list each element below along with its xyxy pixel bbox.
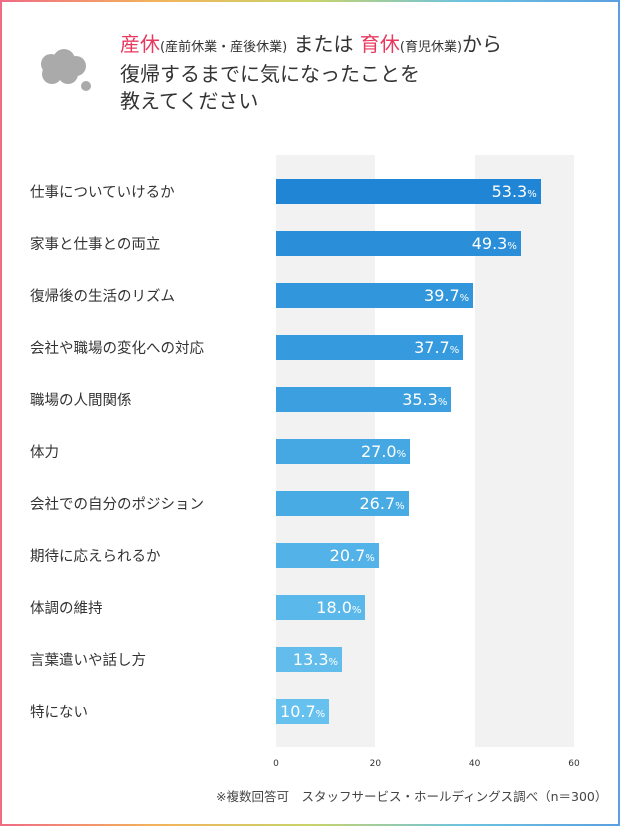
- x-tick-label: 20: [369, 759, 382, 769]
- title-from: から: [462, 32, 503, 56]
- x-tick-label: 60: [568, 759, 580, 769]
- bar: [276, 231, 521, 256]
- data-label: 13.3%: [293, 647, 338, 675]
- data-label-value: 27.0: [360, 442, 397, 461]
- data-label-value: 13.3: [292, 650, 329, 669]
- data-label: 39.7%: [424, 283, 469, 311]
- category-label: 職場の人間関係: [30, 393, 132, 409]
- data-label-unit: %: [351, 605, 362, 616]
- bar: [276, 595, 366, 620]
- bar: [276, 387, 452, 412]
- data-label-value: 53.3: [491, 182, 528, 201]
- thought-bubble-icon: [41, 49, 91, 91]
- title-or: または: [287, 32, 360, 56]
- category-label: 体調の維持: [30, 601, 103, 617]
- data-label-unit: %: [328, 657, 339, 668]
- bar: [276, 179, 541, 204]
- data-label: 49.3%: [472, 231, 517, 259]
- data-label: 27.0%: [361, 439, 406, 467]
- data-label: 53.3%: [492, 179, 537, 207]
- data-label-value: 18.0: [316, 598, 352, 617]
- x-tick-label: 0: [273, 759, 279, 769]
- bar: [276, 543, 379, 568]
- title-line3: 教えてください: [120, 89, 259, 113]
- data-label-unit: %: [459, 293, 470, 304]
- data-label-value: 39.7: [424, 286, 460, 305]
- data-label: 35.3%: [402, 387, 447, 415]
- data-label-unit: %: [449, 345, 460, 356]
- category-label: 特にない: [30, 705, 88, 721]
- data-label-value: 26.7: [359, 494, 396, 513]
- bar: [276, 283, 474, 308]
- category-label: 会社や職場の変化への対応: [30, 341, 204, 357]
- category-label: 会社での自分のポジション: [30, 497, 204, 513]
- data-label-value: 10.7: [280, 702, 316, 721]
- footnote: ※複数回答可 スタッフサービス・ホールディングス調べ（n＝300）: [216, 789, 608, 804]
- title-maternity: 産休: [120, 32, 160, 56]
- data-label-value: 35.3: [402, 390, 438, 409]
- bar: [276, 439, 411, 464]
- title-line2: 復帰するまでに気になったことを: [120, 62, 420, 86]
- data-label: 20.7%: [330, 543, 375, 571]
- category-label: 期待に応えられるか: [30, 549, 161, 565]
- chart-title: 産休(産前休業・産後休業) または 育休(育児休業)から 復帰するまでに気になっ…: [120, 31, 502, 115]
- category-label: 言葉遣いや話し方: [30, 653, 146, 669]
- title-childcare: 育休: [359, 32, 400, 56]
- data-label: 37.7%: [414, 335, 459, 363]
- title-childcare-note: (育児休業): [399, 40, 463, 55]
- x-tick-label: 40: [468, 759, 481, 769]
- category-label: 復帰後の生活のリズム: [30, 289, 175, 305]
- data-label: 10.7%: [280, 699, 325, 727]
- category-label: 仕事についていけるか: [30, 185, 175, 201]
- data-label: 18.0%: [316, 595, 361, 623]
- data-label-value: 37.7: [414, 338, 450, 357]
- data-label-unit: %: [365, 553, 375, 564]
- data-label-unit: %: [315, 709, 326, 720]
- data-label: 26.7%: [359, 491, 404, 519]
- data-label-value: 49.3: [471, 234, 508, 253]
- data-label-unit: %: [396, 449, 407, 460]
- bar: [276, 647, 343, 672]
- category-label: 体力: [30, 445, 59, 461]
- bar: [276, 699, 330, 724]
- bar: [276, 335, 464, 360]
- data-label-value: 20.7: [329, 546, 366, 565]
- data-label-unit: %: [437, 397, 448, 408]
- data-label-unit: %: [395, 501, 405, 512]
- bar: [276, 491, 409, 516]
- category-label: 家事と仕事との両立: [30, 237, 161, 253]
- title-maternity-note: (産前休業・産後休業): [160, 40, 288, 55]
- data-label-unit: %: [527, 189, 537, 200]
- data-label-unit: %: [507, 241, 517, 252]
